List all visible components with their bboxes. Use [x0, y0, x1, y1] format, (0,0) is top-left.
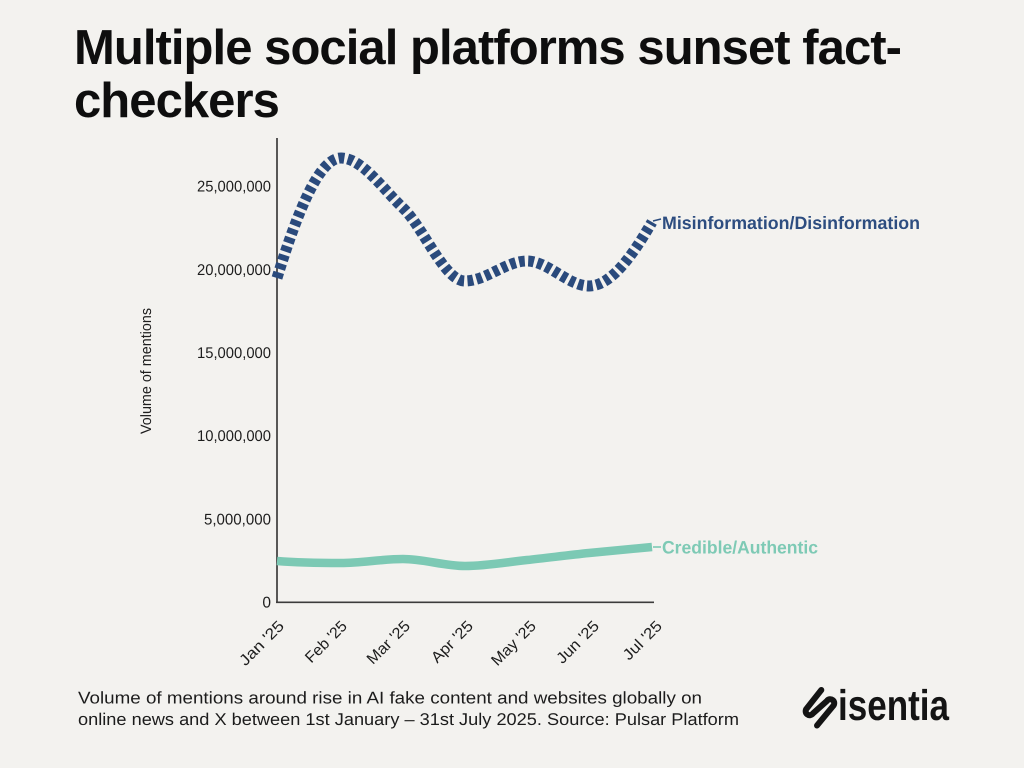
svg-text:15,000,000: 15,000,000	[197, 345, 271, 362]
svg-text:Credible/Authentic: Credible/Authentic	[662, 538, 818, 558]
svg-text:Mar '25: Mar '25	[364, 618, 414, 668]
svg-text:5,000,000: 5,000,000	[204, 511, 271, 528]
svg-text:0: 0	[262, 595, 271, 612]
svg-text:Apr '25: Apr '25	[428, 618, 477, 667]
svg-text:Jan '25: Jan '25	[236, 618, 288, 670]
svg-text:20,000,000: 20,000,000	[197, 262, 271, 279]
svg-text:Feb '25: Feb '25	[302, 618, 351, 667]
svg-text:10,000,000: 10,000,000	[197, 428, 271, 445]
svg-text:isentia: isentia	[838, 682, 950, 730]
svg-text:Jul '25: Jul '25	[620, 618, 666, 664]
svg-text:Volume of mentions: Volume of mentions	[138, 308, 155, 434]
svg-text:May '25: May '25	[488, 618, 540, 670]
svg-text:Jun '25: Jun '25	[553, 618, 602, 667]
svg-text:Misinformation/Disinformation: Misinformation/Disinformation	[662, 213, 920, 233]
svg-text:Volume of mentions around rise: Volume of mentions around rise in AI fak…	[78, 689, 702, 708]
svg-text:online news and X between 1st: online news and X between 1st January – …	[78, 710, 739, 729]
svg-text:25,000,000: 25,000,000	[197, 179, 271, 196]
